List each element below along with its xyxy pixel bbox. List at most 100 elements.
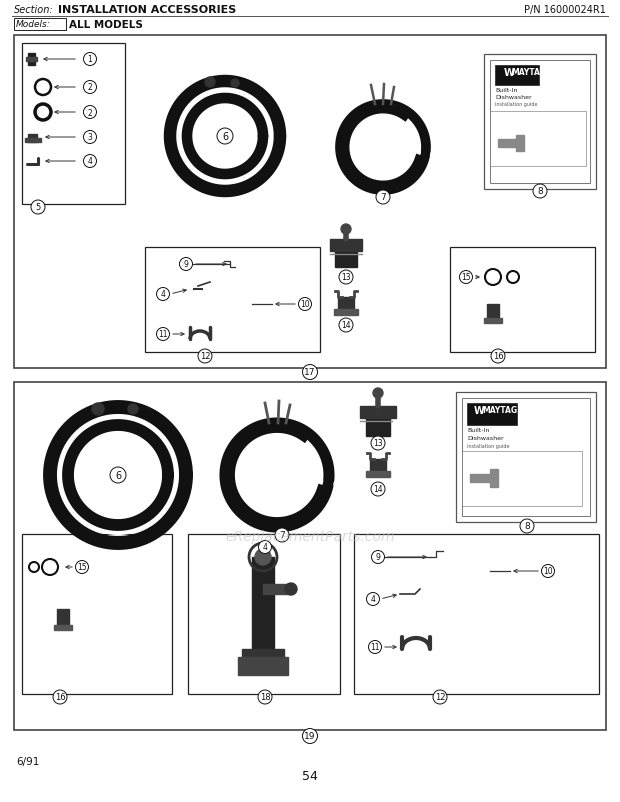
Bar bbox=[490, 61, 590, 184]
Text: 54: 54 bbox=[302, 769, 318, 782]
Bar bbox=[335, 248, 357, 268]
Circle shape bbox=[298, 298, 311, 311]
Text: 16: 16 bbox=[493, 352, 503, 361]
Circle shape bbox=[520, 520, 534, 533]
Circle shape bbox=[231, 80, 239, 88]
Text: 6: 6 bbox=[115, 471, 121, 480]
Text: 2: 2 bbox=[87, 108, 92, 117]
Bar bbox=[467, 403, 517, 426]
Circle shape bbox=[180, 258, 192, 271]
Circle shape bbox=[258, 691, 272, 704]
Circle shape bbox=[371, 482, 385, 496]
Circle shape bbox=[285, 583, 297, 595]
Text: 14: 14 bbox=[373, 485, 383, 494]
Text: Section:: Section: bbox=[14, 5, 53, 15]
Text: Built-In: Built-In bbox=[495, 88, 517, 93]
Bar bbox=[360, 407, 396, 419]
Circle shape bbox=[84, 156, 97, 168]
Text: installation guide: installation guide bbox=[495, 102, 538, 107]
Bar bbox=[188, 534, 340, 695]
Text: 16: 16 bbox=[55, 693, 65, 702]
Bar bbox=[366, 472, 390, 477]
Text: 4: 4 bbox=[87, 157, 92, 166]
Bar bbox=[145, 248, 320, 353]
Circle shape bbox=[31, 200, 45, 215]
Text: 4: 4 bbox=[371, 595, 376, 604]
Circle shape bbox=[303, 365, 317, 380]
Circle shape bbox=[339, 270, 353, 285]
Bar bbox=[22, 534, 172, 695]
Bar bbox=[25, 139, 41, 143]
Text: MAYTAG: MAYTAG bbox=[482, 406, 517, 415]
Circle shape bbox=[541, 565, 554, 577]
Bar bbox=[14, 19, 66, 31]
Circle shape bbox=[371, 436, 385, 451]
Bar bbox=[330, 240, 362, 252]
Bar bbox=[28, 54, 35, 66]
Text: eReplacementParts.com: eReplacementParts.com bbox=[225, 529, 395, 543]
Bar bbox=[370, 460, 386, 473]
Bar bbox=[242, 649, 284, 661]
Text: 12: 12 bbox=[200, 352, 210, 361]
Bar bbox=[495, 66, 539, 86]
Circle shape bbox=[156, 288, 169, 301]
Circle shape bbox=[491, 350, 505, 363]
Text: 1: 1 bbox=[87, 55, 92, 64]
Bar bbox=[490, 111, 586, 167]
Circle shape bbox=[368, 641, 381, 654]
Text: 10: 10 bbox=[300, 300, 310, 309]
Text: 7: 7 bbox=[380, 193, 386, 202]
Bar bbox=[252, 557, 274, 652]
Circle shape bbox=[259, 541, 272, 554]
Circle shape bbox=[217, 129, 233, 145]
Text: installation guide: installation guide bbox=[467, 444, 510, 448]
Text: 11: 11 bbox=[158, 330, 168, 339]
Circle shape bbox=[84, 81, 97, 95]
Text: 4: 4 bbox=[161, 290, 166, 299]
Text: 6: 6 bbox=[222, 132, 228, 142]
Text: 3: 3 bbox=[87, 133, 92, 142]
Bar bbox=[366, 415, 390, 436]
Text: Dishwasher: Dishwasher bbox=[467, 435, 503, 440]
Text: 12: 12 bbox=[435, 693, 445, 702]
Text: 17: 17 bbox=[304, 368, 316, 377]
Circle shape bbox=[303, 728, 317, 743]
Bar bbox=[484, 55, 596, 190]
Bar bbox=[484, 318, 502, 323]
Bar bbox=[470, 475, 490, 482]
Bar bbox=[334, 310, 358, 316]
Text: 13: 13 bbox=[341, 273, 351, 282]
Bar bbox=[263, 585, 291, 594]
Circle shape bbox=[110, 468, 126, 484]
Text: 4: 4 bbox=[262, 543, 267, 552]
Text: 11: 11 bbox=[370, 642, 379, 652]
Text: 2: 2 bbox=[87, 83, 92, 92]
Circle shape bbox=[205, 78, 215, 88]
Text: 18: 18 bbox=[260, 693, 270, 702]
Circle shape bbox=[84, 132, 97, 144]
Text: 7: 7 bbox=[279, 531, 285, 540]
Circle shape bbox=[84, 54, 97, 67]
Circle shape bbox=[376, 191, 390, 205]
Circle shape bbox=[84, 107, 97, 119]
Circle shape bbox=[373, 388, 383, 399]
Text: Dishwasher: Dishwasher bbox=[495, 95, 531, 100]
Bar bbox=[498, 140, 516, 148]
Text: W: W bbox=[474, 406, 485, 415]
Text: 6/91: 6/91 bbox=[16, 756, 40, 766]
Bar bbox=[462, 452, 582, 506]
Text: P/N 16000024R1: P/N 16000024R1 bbox=[524, 5, 606, 15]
Text: 5: 5 bbox=[35, 203, 41, 213]
Text: 15: 15 bbox=[461, 273, 471, 282]
Bar bbox=[490, 469, 498, 488]
Circle shape bbox=[53, 691, 67, 704]
Bar bbox=[14, 36, 606, 369]
Circle shape bbox=[128, 404, 138, 415]
Circle shape bbox=[156, 328, 169, 341]
Text: Models:: Models: bbox=[16, 20, 51, 29]
Text: 9: 9 bbox=[376, 553, 381, 561]
Text: INSTALLATION ACCESSORIES: INSTALLATION ACCESSORIES bbox=[58, 5, 236, 15]
Circle shape bbox=[366, 593, 379, 606]
Circle shape bbox=[198, 350, 212, 363]
Circle shape bbox=[371, 551, 384, 564]
